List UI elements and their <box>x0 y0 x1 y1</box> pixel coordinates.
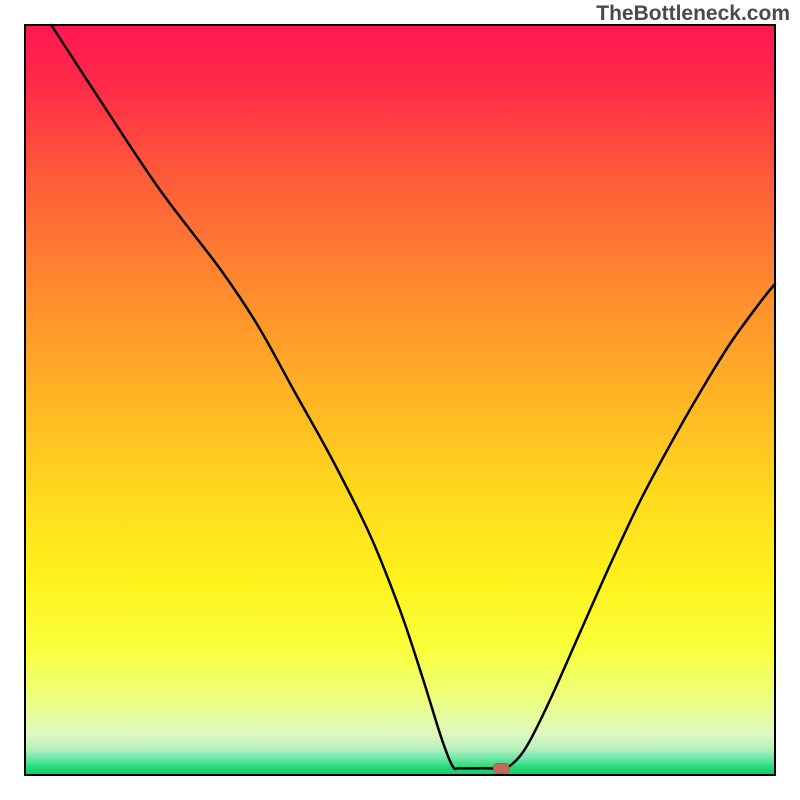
plot-background <box>25 25 775 775</box>
chart-container: { "chart": { "type": "line", "width": 80… <box>0 0 800 800</box>
watermark-text: TheBottleneck.com <box>596 2 790 26</box>
bottleneck-chart <box>0 0 800 800</box>
optimal-marker <box>493 763 509 773</box>
